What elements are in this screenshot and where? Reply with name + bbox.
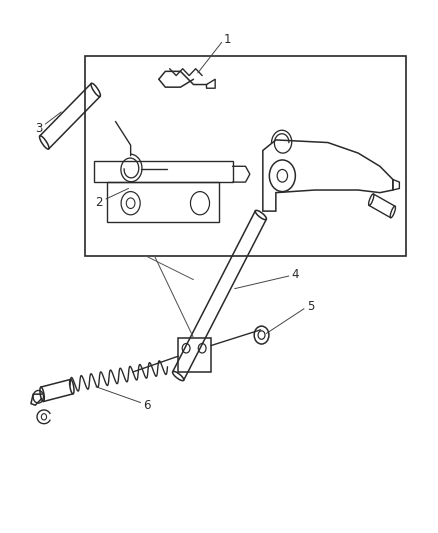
Text: 3: 3 (35, 122, 42, 135)
Text: 1: 1 (223, 33, 230, 46)
Text: 2: 2 (95, 196, 102, 208)
Text: 4: 4 (291, 268, 298, 281)
Text: 6: 6 (143, 399, 150, 412)
Text: 5: 5 (306, 300, 314, 313)
